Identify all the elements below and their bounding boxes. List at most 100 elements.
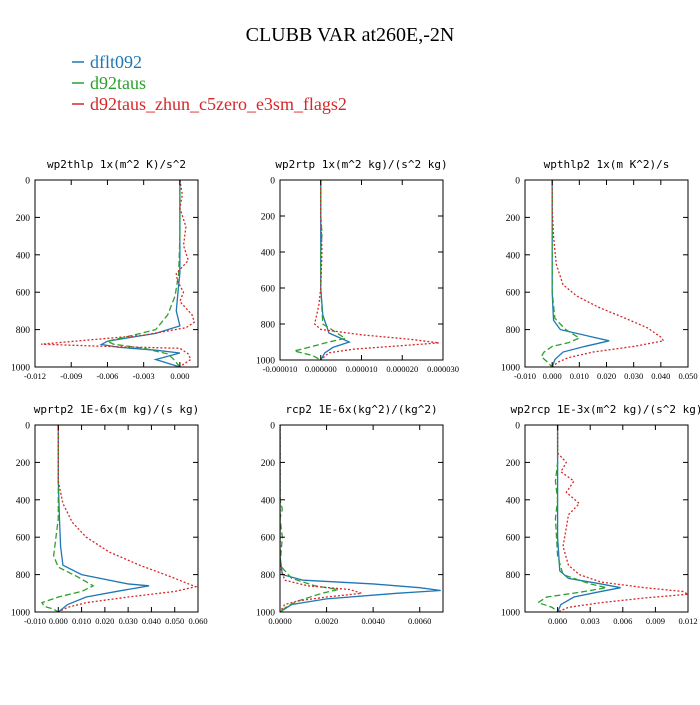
xtick-label-4-0: 0.0000 [268, 616, 291, 626]
legend-entry-0: dflt092 [90, 52, 142, 72]
panel-title-1: wp2rtp 1x(m^2 kg)/(s^2 kg) [275, 158, 447, 171]
ytick-label-4-3: 600 [261, 534, 276, 544]
ytick-label-5-0: 0 [515, 422, 520, 432]
ytick-label-3-2: 400 [16, 496, 31, 506]
panel-4: rcp2 1E-6x(kg^2)/(kg^2) 0 200 400 600 800 1000… [256, 403, 444, 626]
xtick-label-4-3: 0.0060 [408, 616, 431, 626]
ytick-label-1-2: 400 [261, 249, 276, 259]
series-line-0-0 [99, 180, 181, 367]
panel-title-5: wp2rcp 1E-3x(m^2 kg)/(s^2 kg) [510, 403, 700, 416]
series-line-0-2 [40, 180, 196, 367]
ytick-label-0-1: 200 [16, 214, 31, 224]
panel-frame-5 [524, 424, 689, 613]
series-line-2-2 [551, 180, 665, 367]
xtick-label-3-5: 0.040 [142, 616, 161, 626]
ytick-label-1-0: 0 [270, 177, 275, 187]
ytick-label-5-3: 600 [506, 534, 521, 544]
xtick-label-3-2: 0.010 [72, 616, 91, 626]
ytick-label-4-5: 1000 [256, 609, 275, 619]
ytick-label-1-1: 200 [261, 213, 276, 223]
xtick-label-2-6: 0.050 [678, 371, 697, 381]
ytick-label-4-4: 800 [261, 571, 276, 581]
xtick-label-0-2: -0.006 [96, 371, 118, 381]
xtick-label-3-3: 0.020 [95, 616, 114, 626]
panel-0: wp2thlp 1x(m^2 K)/s^202004006008001000-0… [11, 158, 199, 381]
ytick-label-2-5: 1000 [501, 364, 520, 374]
ytick-label-5-4: 800 [506, 571, 521, 581]
xtick-label-3-4: 0.030 [119, 616, 138, 626]
series-line-1-1 [294, 180, 347, 360]
ytick-label-3-0: 0 [25, 422, 30, 432]
ytick-label-4-1: 200 [261, 459, 276, 469]
ytick-label-2-3: 600 [506, 289, 521, 299]
ytick-label-5-2: 400 [506, 496, 521, 506]
xtick-label-2-3: 0.020 [597, 371, 616, 381]
panel-2: wpthlp2 1x(m K^2)/s 0 200 400 600 800 1000-0.0… [501, 158, 698, 381]
xtick-label-3-7: 0.060 [188, 616, 207, 626]
series-line-3-1 [41, 425, 95, 612]
series-line-4-2 [280, 425, 362, 612]
xtick-label-2-4: 0.030 [624, 371, 643, 381]
xtick-label-0-3: -0.003 [133, 371, 155, 381]
panel-frame-4 [279, 424, 444, 613]
ytick-label-0-2: 400 [16, 251, 31, 261]
series-line-2-1 [540, 180, 581, 367]
ytick-label-2-4: 800 [506, 326, 521, 336]
xtick-label-0-0: -0.012 [24, 371, 46, 381]
xtick-label-4-1: 0.0020 [315, 616, 338, 626]
panel-title-3: wprtp2 1E-6x(m kg)/(s kg) [34, 403, 200, 416]
series-line-0-1 [105, 180, 181, 367]
ytick-label-1-5: 1000 [256, 357, 275, 367]
series-line-5-1 [536, 425, 607, 612]
ytick-label-3-1: 200 [16, 459, 31, 469]
panel-1: wp2rtp 1x(m^2 kg)/(s^2 kg)0 200 400 600 800 1… [256, 158, 459, 374]
ytick-label-0-0: 0 [25, 177, 30, 187]
series-line-4-1 [280, 425, 339, 612]
legend: dflt092d92tausd92taus_zhun_c5zero_e3sm_f… [72, 52, 347, 114]
ytick-label-2-2: 400 [506, 251, 521, 261]
xtick-label-3-0: -0.010 [24, 616, 46, 626]
ytick-label-3-4: 800 [16, 571, 31, 581]
xtick-label-1-0: -0.000010 [263, 364, 298, 374]
ytick-label-1-3: 600 [261, 285, 276, 295]
ytick-label-4-2: 400 [261, 496, 276, 506]
panel-title-2: wpthlp2 1x(m K^2)/s [544, 158, 670, 171]
xtick-label-5-2: 0.006 [613, 616, 632, 626]
xtick-label-2-2: 0.010 [570, 371, 589, 381]
xtick-label-3-6: 0.050 [165, 616, 184, 626]
ytick-label-5-1: 200 [506, 459, 521, 469]
ytick-label-2-1: 200 [506, 214, 521, 224]
panel-frame-2 [524, 179, 689, 368]
xtick-label-5-1: 0.003 [581, 616, 600, 626]
xtick-label-1-4: 0.000030 [427, 364, 459, 374]
ytick-label-0-3: 600 [16, 289, 31, 299]
series-line-2-0 [551, 180, 610, 367]
figure-title: CLUBB VAR at260E,-2N [246, 24, 455, 46]
series-line-3-0 [57, 425, 150, 612]
panel-frame-0 [34, 179, 199, 368]
series-line-5-2 [556, 425, 688, 612]
xtick-label-0-4: 0.000 [170, 371, 189, 381]
series-line-3-2 [57, 425, 198, 612]
ytick-label-5-5: 1000 [501, 609, 520, 619]
panels: wp2thlp 1x(m^2 K)/s^202004006008001000-0… [11, 158, 700, 626]
xtick-label-5-4: 0.012 [678, 616, 697, 626]
xtick-label-1-1: 0.000000 [305, 364, 337, 374]
panel-frame-3 [34, 424, 199, 613]
panel-title-0: wp2thlp 1x(m^2 K)/s^2 [47, 158, 186, 171]
xtick-label-1-2: 0.000010 [346, 364, 378, 374]
xtick-label-2-5: 0.040 [651, 371, 670, 381]
xtick-label-2-0: -0.010 [514, 371, 536, 381]
ytick-label-1-4: 800 [261, 321, 276, 331]
ytick-label-2-0: 0 [515, 177, 520, 187]
series-line-4-0 [280, 425, 441, 612]
panel-5: wp2rcp 1E-3x(m^2 kg)/(s^2 kg) 0 200 400 600 8… [501, 403, 700, 626]
ytick-label-0-4: 800 [16, 326, 31, 336]
xtick-label-4-2: 0.0040 [361, 616, 384, 626]
ytick-label-3-5: 1000 [11, 609, 30, 619]
xtick-label-1-3: 0.000020 [386, 364, 418, 374]
xtick-label-2-1: 0.000 [543, 371, 562, 381]
series-line-1-0 [320, 180, 352, 360]
